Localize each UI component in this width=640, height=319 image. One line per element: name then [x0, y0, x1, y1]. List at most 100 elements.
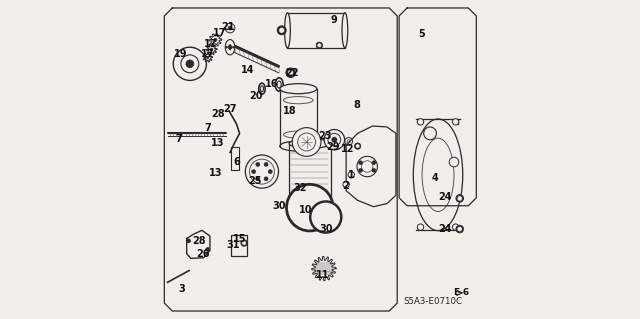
- Circle shape: [316, 42, 323, 48]
- Text: 3: 3: [179, 284, 186, 294]
- Text: 28: 28: [192, 236, 205, 246]
- Text: 4: 4: [432, 173, 439, 183]
- Text: 22: 22: [285, 68, 299, 78]
- Text: 28: 28: [212, 109, 225, 119]
- Text: S5A3-E0710C: S5A3-E0710C: [403, 297, 462, 306]
- Ellipse shape: [280, 141, 317, 151]
- Circle shape: [252, 170, 255, 174]
- Ellipse shape: [280, 84, 317, 94]
- Circle shape: [458, 227, 461, 231]
- Circle shape: [356, 145, 359, 148]
- Ellipse shape: [285, 13, 291, 48]
- Circle shape: [345, 137, 353, 145]
- Circle shape: [289, 70, 293, 75]
- Text: 23: 23: [318, 130, 332, 141]
- Circle shape: [456, 225, 463, 233]
- Ellipse shape: [284, 131, 313, 138]
- Circle shape: [173, 47, 207, 80]
- Text: 13: 13: [211, 138, 224, 148]
- Circle shape: [318, 44, 321, 47]
- Ellipse shape: [275, 78, 283, 91]
- Circle shape: [343, 181, 349, 188]
- Text: 19: 19: [173, 48, 187, 59]
- Circle shape: [357, 156, 378, 177]
- Circle shape: [232, 46, 234, 48]
- Circle shape: [313, 139, 318, 144]
- Circle shape: [268, 170, 272, 174]
- Text: 17: 17: [201, 48, 214, 59]
- Ellipse shape: [260, 86, 264, 92]
- Circle shape: [256, 162, 260, 167]
- Circle shape: [362, 161, 373, 172]
- Circle shape: [355, 143, 361, 149]
- Circle shape: [256, 177, 260, 181]
- Circle shape: [181, 55, 199, 73]
- Circle shape: [324, 130, 344, 150]
- Circle shape: [417, 119, 424, 125]
- Text: 30: 30: [319, 224, 333, 234]
- Text: 12: 12: [341, 144, 355, 154]
- Text: 17: 17: [204, 39, 218, 49]
- Bar: [231, 235, 246, 256]
- Text: 7: 7: [175, 134, 182, 144]
- Circle shape: [225, 23, 235, 33]
- Text: 26: 26: [196, 249, 209, 259]
- Circle shape: [287, 184, 333, 231]
- Circle shape: [417, 224, 424, 230]
- Text: 25: 25: [248, 176, 261, 186]
- Circle shape: [286, 68, 296, 78]
- Text: 5: 5: [418, 29, 425, 40]
- Circle shape: [280, 28, 284, 33]
- Text: 15: 15: [233, 234, 246, 244]
- Circle shape: [243, 241, 246, 245]
- Circle shape: [277, 26, 286, 35]
- Circle shape: [187, 239, 191, 243]
- Text: 31: 31: [227, 240, 240, 250]
- Circle shape: [310, 202, 341, 233]
- Ellipse shape: [225, 40, 235, 55]
- Text: 29: 29: [326, 142, 340, 152]
- Circle shape: [372, 168, 376, 172]
- Text: 2: 2: [342, 181, 349, 191]
- Ellipse shape: [259, 83, 265, 94]
- Text: 7: 7: [204, 123, 211, 133]
- Circle shape: [292, 128, 321, 156]
- Ellipse shape: [413, 119, 463, 231]
- Bar: [230, 147, 239, 170]
- Text: 32: 32: [294, 182, 307, 193]
- Circle shape: [250, 159, 275, 184]
- Circle shape: [241, 240, 247, 246]
- Circle shape: [449, 157, 459, 167]
- Circle shape: [458, 197, 461, 200]
- Circle shape: [424, 127, 436, 140]
- Ellipse shape: [289, 139, 330, 148]
- Bar: [287, 13, 345, 48]
- Circle shape: [229, 48, 231, 50]
- Text: 10: 10: [299, 205, 312, 215]
- Text: 27: 27: [223, 104, 237, 114]
- Circle shape: [229, 45, 231, 47]
- Text: 18: 18: [283, 106, 296, 116]
- Text: 24: 24: [438, 192, 452, 202]
- Circle shape: [314, 140, 317, 143]
- Circle shape: [328, 133, 340, 146]
- Circle shape: [207, 56, 209, 59]
- Text: 16: 16: [265, 78, 278, 89]
- Text: 24: 24: [438, 224, 452, 234]
- Text: E-6: E-6: [453, 288, 469, 297]
- Text: 20: 20: [249, 91, 262, 101]
- Ellipse shape: [422, 138, 454, 211]
- Text: 30: 30: [273, 201, 286, 211]
- Circle shape: [347, 140, 350, 143]
- Text: 13: 13: [209, 168, 222, 178]
- Text: 9: 9: [331, 15, 338, 25]
- Ellipse shape: [289, 201, 330, 211]
- Circle shape: [298, 133, 316, 151]
- Text: 6: 6: [233, 157, 240, 167]
- Circle shape: [452, 119, 459, 125]
- Circle shape: [348, 172, 355, 178]
- Circle shape: [225, 46, 227, 48]
- Circle shape: [456, 195, 463, 202]
- Circle shape: [228, 45, 232, 49]
- Text: 11: 11: [316, 270, 330, 280]
